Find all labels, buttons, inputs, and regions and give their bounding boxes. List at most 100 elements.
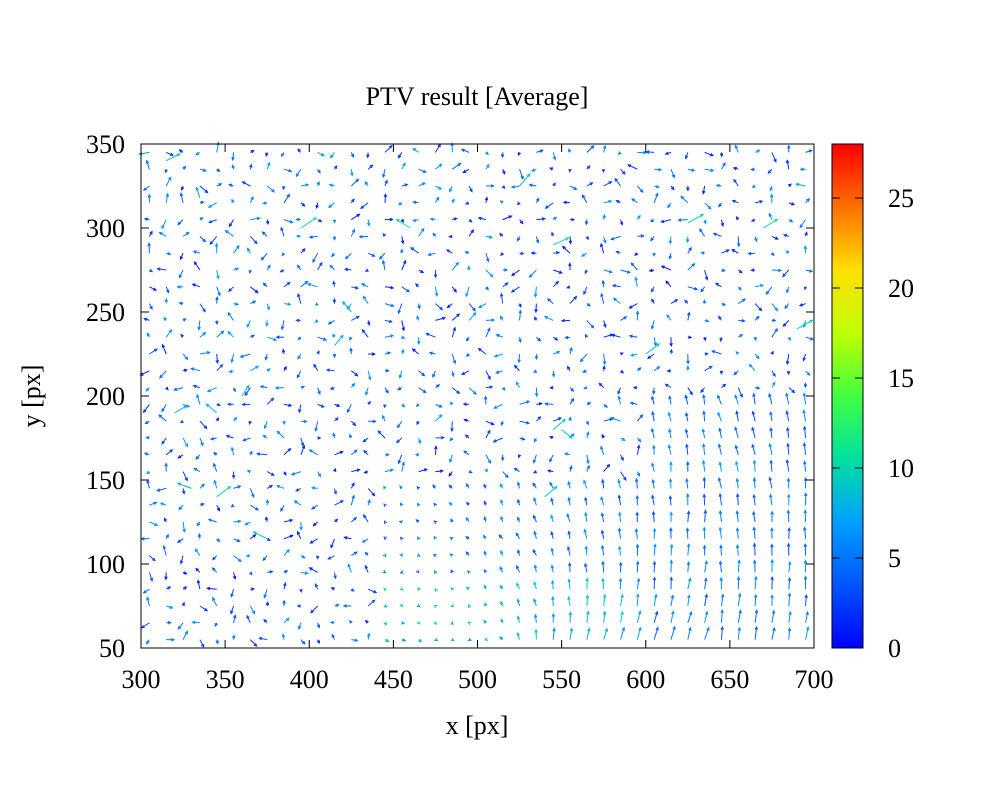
vector-arrow (533, 286, 538, 298)
vector-arrow (334, 500, 345, 506)
vector-arrow (382, 569, 387, 574)
vector-arrow (610, 333, 621, 338)
vector-arrow (300, 202, 306, 207)
vector-arrow-strong (216, 485, 232, 498)
vector-arrow (233, 267, 240, 271)
vector-arrow (731, 199, 739, 204)
vector-arrow (313, 363, 319, 372)
vector-arrow (635, 560, 640, 573)
vector-arrow (425, 332, 436, 338)
vector-arrow (653, 593, 658, 607)
vector-arrow (343, 536, 352, 540)
vector-arrow (332, 280, 336, 287)
vector-arrow (534, 316, 538, 321)
vector-arrow (449, 185, 453, 193)
vector-arrow (687, 335, 693, 340)
vector-arrow (536, 336, 542, 342)
vector-arrow (603, 269, 613, 274)
vector-arrow (161, 219, 167, 230)
vector-arrow (361, 283, 369, 288)
vector-arrow (634, 527, 639, 539)
vector-arrow (731, 249, 739, 254)
vector-arrow (719, 152, 724, 158)
x-tick-label: 700 (795, 665, 834, 694)
vector-arrow (517, 454, 522, 459)
vector-arrow (552, 216, 558, 221)
vector-arrow (583, 286, 588, 296)
vector-arrow (179, 419, 184, 424)
vector-arrow (704, 577, 708, 590)
vector-arrow (532, 548, 537, 556)
vector-arrow (720, 593, 725, 607)
vector-arrow (384, 285, 395, 290)
vector-arrow (401, 286, 411, 293)
vector-arrow (568, 562, 572, 573)
vector-arrow (297, 336, 302, 341)
vector-arrow (699, 228, 706, 237)
vector-arrow (611, 284, 621, 288)
colorbar-tick-label: 25 (888, 184, 914, 213)
vector-arrow (399, 502, 404, 507)
vector-arrow (316, 180, 320, 187)
vector-arrow (495, 370, 503, 374)
vector-arrow (149, 348, 158, 355)
vector-arrow (769, 493, 773, 506)
vector-arrow (502, 282, 509, 288)
vector-arrow (669, 348, 673, 355)
vector-arrow (755, 200, 764, 204)
vector-arrow (145, 387, 150, 392)
vector-arrow (620, 369, 625, 374)
vector-arrow (535, 197, 540, 204)
vector-arrow (650, 236, 655, 242)
vector-arrow (603, 320, 607, 329)
vector-arrow (787, 626, 792, 640)
x-tick-label: 350 (206, 665, 245, 694)
vector-arrow (179, 192, 184, 203)
vector-arrow (600, 529, 605, 539)
vector-arrow (485, 370, 491, 380)
vector-arrow-strong (174, 405, 188, 414)
vector-arrow (384, 453, 390, 457)
vector-arrow (216, 363, 224, 372)
vector-arrow (685, 493, 690, 506)
vector-arrow (754, 609, 759, 623)
vector-arrow (718, 526, 723, 539)
vector-arrow (634, 477, 639, 489)
vector-arrow (367, 320, 371, 326)
vector-arrow (411, 348, 419, 355)
vector-arrow (645, 150, 655, 154)
vector-arrow (414, 283, 419, 288)
vector-arrow (519, 251, 525, 256)
vector-arrow (750, 218, 756, 222)
vector-arrow (786, 370, 791, 376)
vector-arrow (586, 402, 592, 406)
vector-arrow (785, 250, 790, 254)
vector-arrow (553, 350, 561, 355)
vector-arrow (280, 504, 285, 513)
vector-arrow (752, 526, 756, 539)
vector-arrow (282, 599, 286, 607)
vector-arrow (519, 400, 531, 405)
vector-arrow (216, 330, 225, 338)
vector-arrow (702, 443, 706, 455)
vector-arrow (718, 315, 722, 321)
vector-arrow (734, 444, 739, 455)
y-tick-label: 50 (99, 634, 125, 663)
vector-arrow (165, 286, 170, 294)
vector-arrow (451, 198, 455, 204)
vector-arrow (485, 253, 490, 263)
vector-arrow (516, 549, 521, 556)
vector-arrow (182, 353, 189, 361)
vector-arrow (144, 420, 150, 425)
vector-arrow (738, 298, 747, 305)
vector-arrow (317, 168, 321, 174)
vector-arrow (364, 180, 369, 187)
vector-arrow (601, 560, 605, 573)
vector-arrow (500, 499, 504, 506)
vector-arrow (584, 219, 589, 226)
vector-arrow (795, 182, 806, 187)
vector-arrow-strong (300, 217, 318, 229)
vector-arrow (361, 328, 369, 338)
vector-arrow (207, 518, 217, 523)
vector-arrow (350, 382, 356, 388)
